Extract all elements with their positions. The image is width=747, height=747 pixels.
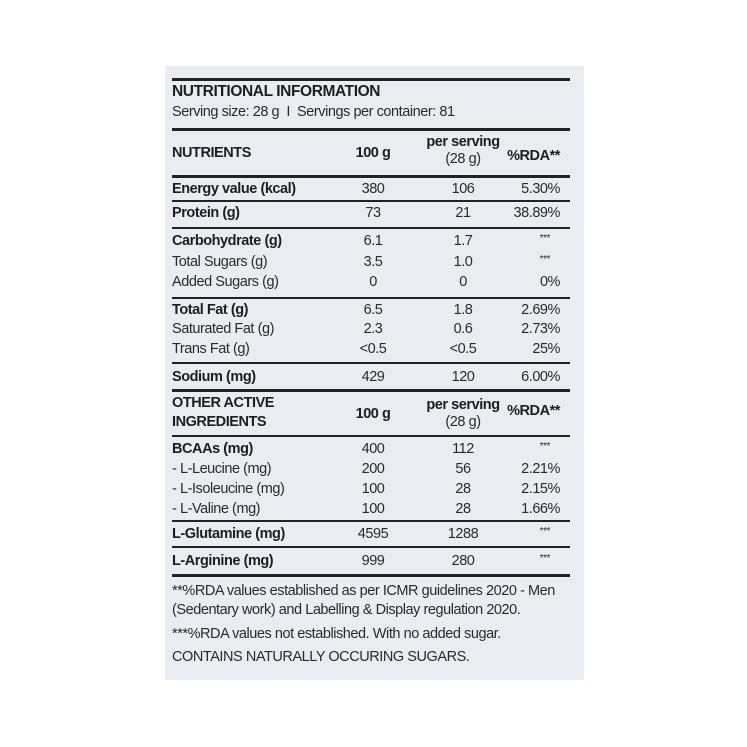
row-label: Added Sugars (g) [172, 274, 279, 290]
value-100g: 429 [361, 369, 385, 385]
value-per-serving: 280 [451, 553, 475, 569]
header2-100g: 100 g [355, 406, 391, 422]
value-100g: 6.5 [363, 302, 383, 318]
value-per-serving: 0.6 [453, 321, 473, 337]
value-100g: <0.5 [359, 341, 387, 357]
header-ingredients: INGREDIENTS [172, 414, 267, 430]
value-rda: 38.89% [513, 205, 561, 221]
value-rda: 2.73% [521, 321, 560, 337]
row-label: L-Arginine (mg) [172, 553, 274, 569]
value-rda: *** [539, 441, 551, 452]
nutrition-label-panel [165, 66, 584, 680]
divider [172, 128, 570, 131]
value-rda: 2.69% [521, 302, 560, 318]
divider [172, 227, 570, 229]
row-label: Trans Fat (g) [172, 341, 250, 357]
value-per-serving: 106 [451, 181, 475, 197]
divider [172, 297, 570, 299]
value-100g: 999 [361, 553, 385, 569]
header2-serving-size: (28 g) [445, 414, 481, 430]
value-per-serving: 1288 [447, 526, 479, 542]
divider [172, 435, 570, 437]
value-per-serving: 56 [455, 461, 471, 477]
divider [172, 520, 570, 522]
header2-rda: %RDA** [507, 403, 560, 419]
value-per-serving: 1.7 [453, 233, 473, 249]
row-label: Sodium (mg) [172, 369, 256, 385]
divider [172, 175, 570, 178]
row-label: Carbohydrate (g) [172, 233, 282, 249]
value-rda: 5.30% [521, 181, 560, 197]
row-label: L-Glutamine (mg) [172, 526, 285, 542]
row-label: Total Fat (g) [172, 302, 249, 318]
value-100g: 100 [361, 481, 385, 497]
value-100g: 100 [361, 501, 385, 517]
footnote-3: ***%RDA values not established. With no … [172, 626, 501, 642]
value-per-serving: 28 [455, 481, 471, 497]
value-100g: 2.3 [363, 321, 383, 337]
header-per-serving: per serving [426, 134, 500, 150]
row-label: Energy value (kcal) [172, 181, 296, 197]
divider [172, 200, 570, 202]
value-100g: 400 [361, 441, 385, 457]
value-per-serving: 21 [455, 205, 471, 221]
value-rda: 25% [532, 341, 560, 357]
value-per-serving: 120 [451, 369, 475, 385]
value-per-serving: 1.0 [453, 254, 473, 270]
value-per-serving: 112 [452, 441, 474, 457]
row-label: - L-Valine (mg) [172, 501, 261, 517]
divider [172, 389, 570, 392]
header2-per-serving: per serving [426, 397, 500, 413]
value-per-serving: <0.5 [449, 341, 477, 357]
value-100g: 200 [361, 461, 385, 477]
header-rda: %RDA** [507, 148, 560, 164]
value-rda: *** [539, 233, 551, 244]
value-100g: 3.5 [363, 254, 383, 270]
value-per-serving: 1.8 [453, 302, 473, 318]
footnote-4: CONTAINS NATURALLY OCCURING SUGARS. [172, 649, 470, 665]
value-rda: *** [539, 526, 551, 537]
value-100g: 380 [361, 181, 385, 197]
value-100g: 6.1 [363, 233, 383, 249]
value-100g: 4595 [357, 526, 389, 542]
value-per-serving: 28 [455, 501, 471, 517]
row-label: BCAAs (mg) [172, 441, 253, 457]
divider [172, 362, 570, 364]
value-100g: 0 [369, 274, 377, 290]
value-rda: *** [539, 553, 551, 564]
row-label: - L-Isoleucine (mg) [172, 481, 285, 497]
label-title: NUTRITIONAL INFORMATION [172, 83, 381, 100]
row-label: Saturated Fat (g) [172, 321, 274, 337]
value-rda: 2.21% [521, 461, 560, 477]
row-label: Protein (g) [172, 205, 240, 221]
value-rda: 0% [539, 274, 561, 290]
value-rda: 6.00% [521, 369, 560, 385]
divider [172, 78, 570, 81]
divider [172, 546, 570, 548]
header-serving-size: (28 g) [445, 151, 481, 167]
value-per-serving: 0 [459, 274, 467, 290]
header-100g: 100 g [355, 145, 391, 161]
value-rda: 2.15% [521, 481, 560, 497]
row-label: - L-Leucine (mg) [172, 461, 272, 477]
header-other-active: OTHER ACTIVE [172, 395, 275, 411]
value-rda: *** [539, 254, 551, 265]
row-label: Total Sugars (g) [172, 254, 268, 270]
footnote-1: **%RDA values established as per ICMR gu… [172, 583, 555, 599]
value-100g: 73 [365, 205, 381, 221]
header-nutrients: NUTRIENTS [172, 145, 251, 161]
serving-info: Serving size: 28 g I Servings per contai… [172, 104, 455, 120]
footnote-2: (Sedentary work) and Labelling & Display… [172, 602, 521, 618]
value-rda: 1.66% [521, 501, 560, 517]
divider [172, 574, 570, 577]
